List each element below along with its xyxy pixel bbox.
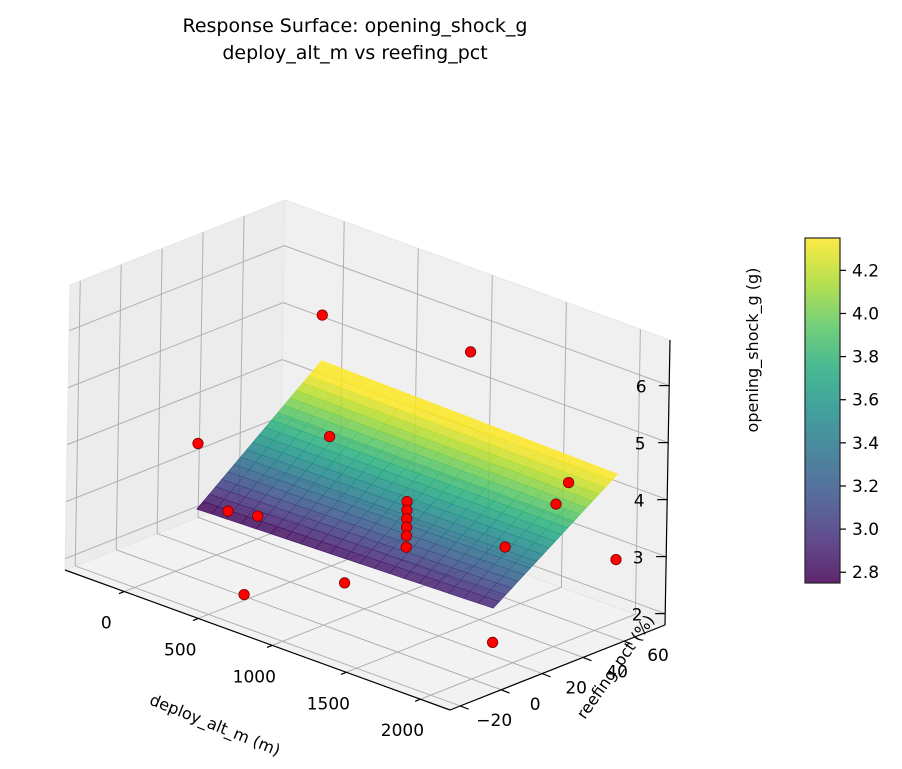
y-tick: [500, 689, 510, 694]
colorbar-tick-label: 4.2: [852, 261, 879, 281]
data-point: [238, 588, 250, 601]
y-tick: [623, 640, 633, 646]
grid-z-left: [68, 302, 284, 389]
z-axis-line: [664, 339, 671, 626]
x-tick: [266, 644, 273, 649]
x-tick: [192, 617, 199, 622]
x-tick-label: 0: [101, 614, 112, 634]
x-tick-label: 1500: [307, 694, 350, 714]
colorbar-gradient: [804, 237, 841, 584]
surface-patch: [477, 596, 500, 609]
chart-title-line-2: deploy_alt_m vs reefing_pct: [222, 42, 487, 64]
grid-y-floor: [156, 533, 543, 675]
grid-y-floor: [116, 549, 502, 691]
grid-y-floor: [197, 516, 584, 658]
y-tick-label: 60: [647, 646, 669, 666]
tick-marks: 0 500 1000 1500 2000 −20 0 20 40 602 3 4 5 6: [101, 378, 670, 741]
grid-z-back: [284, 245, 670, 387]
data-point: [400, 530, 412, 542]
axis-lines: [64, 339, 671, 711]
grid-y-left: [197, 232, 204, 518]
z-tick-label: 6: [636, 378, 647, 398]
chart-title-line-1: Response Surface: opening_shock_g: [183, 15, 528, 37]
x-tick-label: 500: [164, 640, 196, 660]
z-tick-label: 4: [634, 492, 645, 512]
data-point: [610, 553, 622, 566]
y-tick-label: 0: [530, 695, 541, 715]
x-tick-label: 1000: [233, 667, 276, 687]
grid-x-back: [634, 329, 641, 615]
grid-z-left: [69, 245, 285, 332]
grid-y-left: [115, 264, 122, 550]
grid-x-back: [560, 302, 567, 588]
data-point: [562, 476, 575, 489]
y-axis-line: [449, 624, 666, 711]
data-point: [400, 541, 412, 553]
grid-y-left: [74, 280, 81, 566]
data-point: [499, 541, 511, 553]
colorbar-tick-label: 3.0: [852, 520, 879, 540]
x-tick-label: 2000: [381, 721, 424, 741]
colorbar-tick-label: 4.0: [852, 304, 879, 324]
grid-z-left: [67, 359, 283, 446]
y-tick-label: 20: [565, 679, 587, 699]
grid-y-left: [156, 248, 163, 534]
data-point: [338, 577, 351, 589]
colorbar: 2.8 3.0 3.2 3.4 3.6 3.8 4.0 4.2: [804, 237, 879, 584]
grid-y-floor: [75, 565, 461, 707]
data-point: [316, 309, 328, 321]
data-point: [252, 510, 264, 522]
y-tick: [541, 673, 551, 678]
data-point: [222, 505, 234, 517]
z-axis-label: opening_shock_g (g): [743, 268, 763, 433]
colorbar-tick-label: 3.4: [852, 434, 879, 454]
y-tick-label: 40: [606, 662, 628, 682]
data-point: [323, 430, 336, 443]
z-tick-label: 3: [633, 549, 644, 569]
data-point: [550, 498, 562, 510]
x-tick: [340, 671, 347, 675]
data-points: [192, 309, 622, 649]
data-point: [464, 346, 477, 358]
y-tick-label: −20: [476, 711, 512, 731]
grid-y-left: [238, 216, 245, 502]
data-point: [192, 437, 204, 450]
grid-z-back: [283, 302, 669, 444]
data-point: [486, 636, 499, 649]
y-tick: [582, 656, 592, 662]
colorbar-tick-label: 3.6: [852, 391, 879, 411]
y-tick: [460, 705, 469, 710]
colorbar-tick-label: 2.8: [852, 563, 879, 583]
colorbar-tick-label: 3.8: [852, 348, 879, 368]
x-tick: [118, 590, 125, 595]
x-tick: [414, 698, 421, 702]
z-tick-label: 5: [635, 435, 646, 455]
x-axis-line: [64, 569, 451, 711]
grid-z-left: [66, 416, 282, 503]
grid-x-floor: [346, 586, 562, 673]
grid-x-floor: [420, 613, 636, 700]
z-tick-label: 2: [632, 606, 643, 626]
colorbar-tick-label: 3.2: [852, 477, 879, 497]
